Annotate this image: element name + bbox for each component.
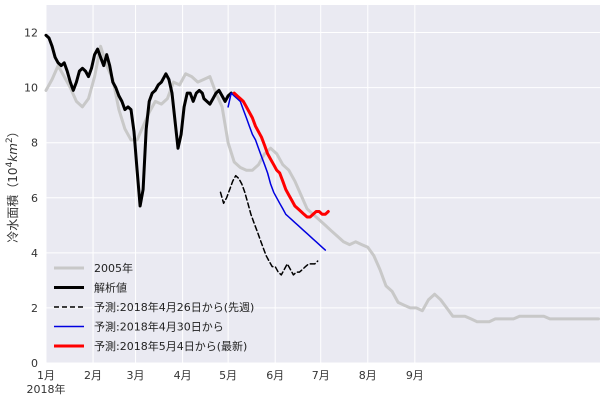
x-axis-year-label: 2018年: [27, 382, 66, 396]
y-tick-label: 2: [31, 302, 38, 315]
x-tick-label: 2月: [84, 369, 102, 382]
x-tick-label: 8月: [359, 369, 377, 382]
x-tick-label: 7月: [312, 369, 330, 382]
y-axis-ticks: 0 2 4 6 8 10 12: [24, 27, 38, 370]
y-axis-label-unit-exponent: 2: [5, 137, 15, 143]
x-tick-label: 9月: [406, 369, 424, 382]
y-tick-label: 10: [24, 82, 38, 95]
x-tick-label: 4月: [174, 369, 192, 382]
y-axis-label-main: 冷水面積（10: [5, 167, 20, 242]
legend-label: 2005年: [94, 261, 133, 275]
series-line-1: [44, 33, 233, 208]
legend-label: 予測:2018年5月4日から(最新): [94, 339, 247, 353]
x-tick-label: 3月: [127, 369, 145, 382]
x-tick-label: 1月: [37, 369, 55, 382]
series-line-3: [227, 92, 327, 251]
series-layer: [44, 33, 600, 324]
y-axis-label-exponent: 4: [5, 161, 15, 167]
y-tick-label: 4: [31, 247, 38, 260]
legend-label: 解析値: [94, 281, 127, 295]
y-tick-label: 6: [31, 192, 38, 205]
series-line-0: [44, 44, 600, 324]
y-tick-label: 0: [31, 357, 38, 370]
y-tick-label: 8: [31, 137, 38, 150]
y-axis-label-close: ）: [6, 125, 20, 137]
series-line-2: [219, 174, 319, 276]
x-axis-ticks: 1月 2月 3月 4月 5月 6月 7月 8月 9月: [37, 369, 424, 382]
series-line-4: [232, 91, 330, 219]
y-axis-label: 冷水面積（104km2）: [5, 125, 20, 242]
y-axis-label-unit: km: [6, 143, 20, 162]
legend-label: 予測:2018年4月26日から(先週): [94, 300, 254, 314]
legend-label: 予測:2018年4月30日から: [94, 320, 224, 334]
x-tick-label: 5月: [219, 369, 237, 382]
x-tick-label: 6月: [266, 369, 284, 382]
y-tick-label: 12: [24, 27, 38, 40]
